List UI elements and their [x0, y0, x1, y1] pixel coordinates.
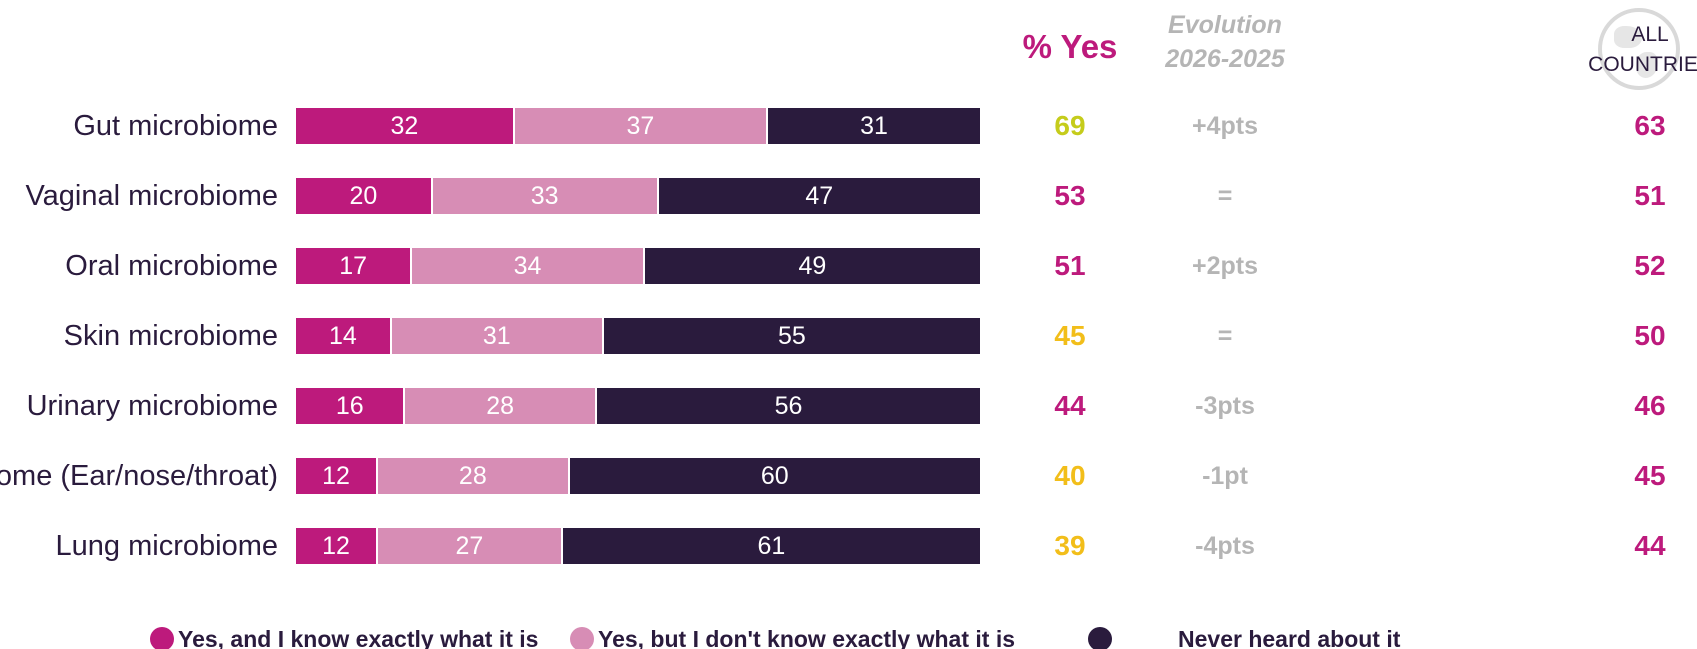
- category-label: Lung microbiome: [55, 530, 278, 562]
- category-label: Oral microbiome: [65, 250, 278, 282]
- bar-segment: 49: [644, 248, 980, 284]
- bar-segment: 27: [378, 528, 563, 564]
- evolution-value: -1pt: [1202, 462, 1248, 490]
- bar-segment: 31: [767, 108, 980, 144]
- category-label: Vaginal microbiome: [25, 180, 278, 212]
- pct-yes-header: % Yes: [1022, 28, 1118, 65]
- chart-row: Vaginal microbiome 20 33 47 53 = 51: [0, 178, 1697, 214]
- all-countries-value: 46: [1634, 390, 1666, 421]
- legend-item: Yes, and I know exactly what it is: [150, 624, 538, 649]
- evolution-value: +2pts: [1191, 252, 1258, 280]
- stacked-bar: 12 27 61: [296, 528, 980, 564]
- pct-yes-value: 39: [1054, 530, 1086, 561]
- bar-segment: 60: [569, 458, 980, 494]
- globe-icon: [1598, 8, 1680, 90]
- bar-segment: 14: [296, 318, 392, 354]
- chart-row: Urinary microbiome 16 28 56 44 -3pts 46: [0, 388, 1697, 424]
- category-label: ENT microbiome (Ear/nose/throat): [0, 460, 278, 492]
- bar-segment: 61: [562, 528, 980, 564]
- all-countries-value: 50: [1634, 320, 1666, 351]
- stacked-bar: 12 28 60: [296, 458, 980, 494]
- bar-segment: 31: [391, 318, 604, 354]
- bar-segment: 28: [405, 388, 597, 424]
- evolution-header-line1: Evolution: [1168, 11, 1282, 39]
- bar-segment: 12: [296, 528, 379, 564]
- evolution-value: =: [1217, 182, 1233, 210]
- chart-row: Lung microbiome 12 27 61 39 -4pts 44: [0, 528, 1697, 564]
- evolution-header-line2: 2026-2025: [1165, 45, 1285, 73]
- all-countries-header: ALL COUNTRIES: [1580, 20, 1697, 80]
- pct-yes-value: 69: [1054, 110, 1086, 141]
- bar-segment: 47: [658, 178, 980, 214]
- bar-segment: 33: [432, 178, 659, 214]
- legend-swatch: [150, 627, 174, 649]
- chart-row: Gut microbiome 32 37 31 69 +4pts 63: [0, 108, 1697, 144]
- all-countries-value: 63: [1634, 110, 1666, 141]
- legend-swatch: [570, 627, 594, 649]
- legend-item: Never heard about it: [1088, 624, 1400, 649]
- evolution-header: Evolution 2026-2025: [1140, 8, 1310, 76]
- category-label: Gut microbiome: [73, 110, 278, 142]
- evolution-value: +4pts: [1191, 112, 1258, 140]
- legend-swatch: [1088, 627, 1112, 649]
- stacked-bar: 16 28 56: [296, 388, 980, 424]
- bar-segment: 56: [596, 388, 980, 424]
- stacked-bar: 17 34 49: [296, 248, 980, 284]
- category-label: Skin microbiome: [63, 320, 278, 352]
- evolution-value: -4pts: [1195, 532, 1255, 560]
- evolution-value: =: [1217, 322, 1233, 350]
- legend-label: Yes, but I don't know exactly what it is: [598, 625, 1015, 649]
- bar-segment: 20: [296, 178, 433, 214]
- bar-segment: 34: [412, 248, 645, 284]
- bar-segment: 37: [514, 108, 768, 144]
- stacked-bar: 32 37 31: [296, 108, 980, 144]
- pct-yes-value: 45: [1054, 320, 1086, 351]
- bar-segment: 28: [378, 458, 570, 494]
- pct-yes-value: 44: [1054, 390, 1086, 421]
- legend-item: Yes, but I don't know exactly what it is: [570, 624, 1015, 649]
- evolution-value: -3pts: [1195, 392, 1255, 420]
- bar-segment: 32: [296, 108, 515, 144]
- all-countries-header-line2: COUNTRIES: [1588, 53, 1697, 76]
- all-countries-value: 51: [1634, 180, 1666, 211]
- all-countries-value: 45: [1634, 460, 1666, 491]
- bar-segment: 12: [296, 458, 379, 494]
- all-countries-value: 52: [1634, 250, 1666, 281]
- bar-segment: 17: [296, 248, 413, 284]
- all-countries-value: 44: [1634, 530, 1666, 561]
- bar-segment: 55: [603, 318, 980, 354]
- chart-row: Oral microbiome 17 34 49 51 +2pts 52: [0, 248, 1697, 284]
- chart-row: Skin microbiome 14 31 55 45 = 50: [0, 318, 1697, 354]
- stacked-bar: 20 33 47: [296, 178, 980, 214]
- pct-yes-value: 40: [1054, 460, 1086, 491]
- stacked-bar: 14 31 55: [296, 318, 980, 354]
- category-label: Urinary microbiome: [26, 390, 278, 422]
- legend-label: Never heard about it: [1178, 625, 1401, 649]
- legend-label: Yes, and I know exactly what it is: [178, 625, 539, 649]
- pct-yes-value: 51: [1054, 250, 1086, 281]
- bar-segment: 16: [296, 388, 406, 424]
- all-countries-header-line1: ALL: [1631, 23, 1669, 46]
- pct-yes-value: 53: [1054, 180, 1086, 211]
